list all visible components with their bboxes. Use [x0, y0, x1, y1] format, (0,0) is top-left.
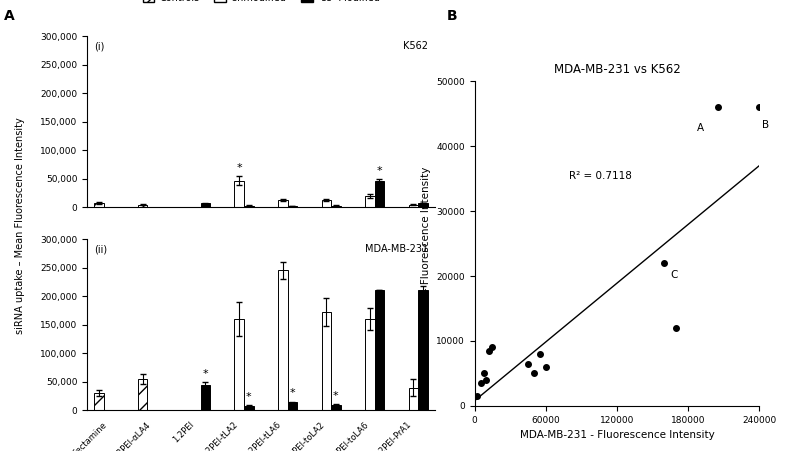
- Bar: [278, 200, 288, 207]
- Bar: [138, 379, 147, 410]
- Bar: [321, 200, 331, 207]
- Bar: [408, 387, 418, 410]
- Bar: [375, 290, 384, 410]
- Bar: [138, 205, 147, 207]
- Text: A: A: [4, 9, 15, 23]
- Bar: [278, 271, 288, 410]
- Text: *: *: [246, 392, 252, 402]
- X-axis label: MDA-MB-231 - Fluorescence Intensity: MDA-MB-231 - Fluorescence Intensity: [520, 430, 714, 440]
- Text: R² = 0.7118: R² = 0.7118: [569, 170, 631, 180]
- Bar: [418, 203, 428, 207]
- Bar: [331, 206, 341, 207]
- Point: [480, 376, 493, 383]
- Point: [522, 360, 535, 367]
- Bar: [418, 290, 428, 410]
- Bar: [201, 203, 210, 207]
- Bar: [365, 196, 375, 207]
- Text: *: *: [202, 369, 208, 379]
- Text: *: *: [237, 163, 242, 173]
- Title: MDA-MB-231 vs K562: MDA-MB-231 vs K562: [554, 63, 680, 76]
- Text: *: *: [377, 166, 382, 175]
- Text: C: C: [671, 270, 678, 280]
- Point: [528, 370, 540, 377]
- Text: MDA-MB-231: MDA-MB-231: [365, 244, 428, 254]
- Point: [753, 104, 766, 111]
- Point: [478, 370, 490, 377]
- Bar: [244, 206, 254, 207]
- Text: K562: K562: [403, 41, 428, 51]
- Bar: [234, 180, 244, 207]
- Bar: [94, 393, 104, 410]
- Bar: [408, 205, 418, 207]
- Text: B: B: [447, 9, 457, 23]
- Bar: [201, 385, 210, 410]
- Point: [533, 350, 546, 358]
- Text: siRNA uptake – Mean Fluorescence Intensity: siRNA uptake – Mean Fluorescence Intensi…: [15, 117, 25, 334]
- Point: [483, 347, 495, 354]
- Text: (ii): (ii): [94, 244, 107, 254]
- Point: [471, 392, 483, 400]
- Bar: [244, 406, 254, 410]
- Point: [658, 259, 671, 267]
- Point: [712, 104, 725, 111]
- Text: A: A: [696, 124, 704, 133]
- Point: [475, 380, 487, 387]
- Point: [539, 364, 552, 371]
- Legend: Controls, Unmodified, -ss- Modified: Controls, Unmodified, -ss- Modified: [138, 0, 384, 7]
- Bar: [321, 312, 331, 410]
- Point: [670, 324, 683, 331]
- Bar: [288, 206, 297, 207]
- Text: (i): (i): [94, 41, 104, 51]
- Text: *: *: [333, 391, 339, 401]
- Y-axis label: K562 - Fluorescence Intensity: K562 - Fluorescence Intensity: [421, 166, 430, 321]
- Text: B: B: [762, 120, 769, 130]
- Bar: [94, 203, 104, 207]
- Bar: [365, 319, 375, 410]
- Point: [486, 344, 499, 351]
- Bar: [288, 402, 297, 410]
- Bar: [331, 405, 341, 410]
- Bar: [375, 181, 384, 207]
- Text: *: *: [290, 388, 295, 399]
- Bar: [234, 319, 244, 410]
